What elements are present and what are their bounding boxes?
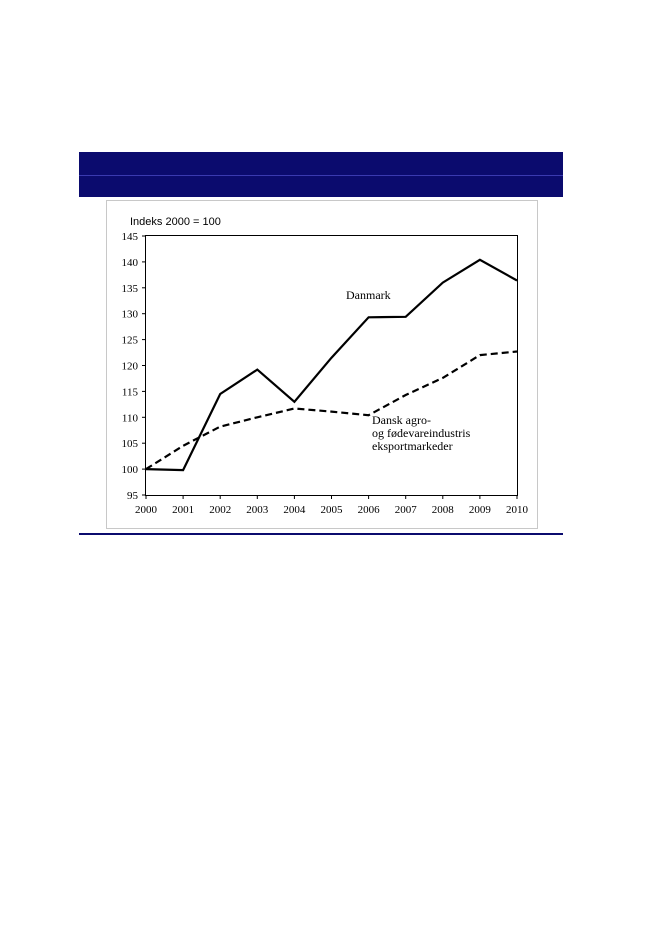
line-chart: Indeks 2000 = 100 95 100 105 110 115 120 125 13… (122, 216, 529, 516)
y-tick-label: 140 (122, 257, 139, 269)
series-label-danmark: Danmark (346, 288, 391, 302)
x-tick-label: 2002 (209, 504, 231, 516)
y-tick-label: 130 (122, 309, 139, 321)
y-tick-label: 145 (122, 231, 139, 243)
y-axis: 95 100 105 110 115 120 125 130 135 140 145 (122, 231, 146, 502)
x-tick-label: 2004 (283, 504, 306, 516)
header-divider (79, 175, 563, 176)
series-lines (145, 258, 518, 472)
x-tick-label: 2010 (506, 504, 529, 516)
y-tick-label: 125 (122, 335, 139, 347)
y-tick-label: 100 (122, 464, 139, 476)
y-tick-label: 105 (122, 438, 139, 450)
y-axis-label: Indeks 2000 = 100 (130, 216, 221, 228)
chart-frame: Indeks 2000 = 100 95 100 105 110 115 120 125 13… (106, 200, 538, 529)
series-label-export-line-3: eksportmarkeder (372, 439, 453, 453)
series-label-export-line-2: og fødevareindustris (372, 426, 471, 440)
y-tick-label: 95 (127, 490, 139, 502)
y-tick-label: 115 (122, 386, 139, 398)
x-tick-label: 2008 (432, 504, 455, 516)
x-tick-label: 2001 (172, 504, 194, 516)
x-axis: 2000 2001 2002 2003 2004 2005 2006 2007 2008 2009… (135, 495, 529, 516)
header-band (79, 152, 563, 197)
series-label-export-line-1: Dansk agro- (372, 413, 431, 427)
series-label-export-markets: Dansk agro- og fødevareindustris eksport… (372, 413, 473, 453)
y-tick-label: 120 (122, 361, 139, 373)
y-tick-label: 110 (122, 412, 139, 424)
y-tick-label: 135 (122, 283, 139, 295)
x-tick-label: 2003 (246, 504, 268, 516)
x-tick-label: 2005 (321, 504, 344, 516)
series-line-danmark (145, 258, 518, 472)
bottom-divider (79, 533, 563, 535)
x-tick-label: 2009 (469, 504, 492, 516)
x-tick-label: 2006 (358, 504, 381, 516)
series-line-export-markets (145, 350, 518, 471)
x-tick-label: 2000 (135, 504, 158, 516)
x-tick-label: 2007 (395, 504, 418, 516)
